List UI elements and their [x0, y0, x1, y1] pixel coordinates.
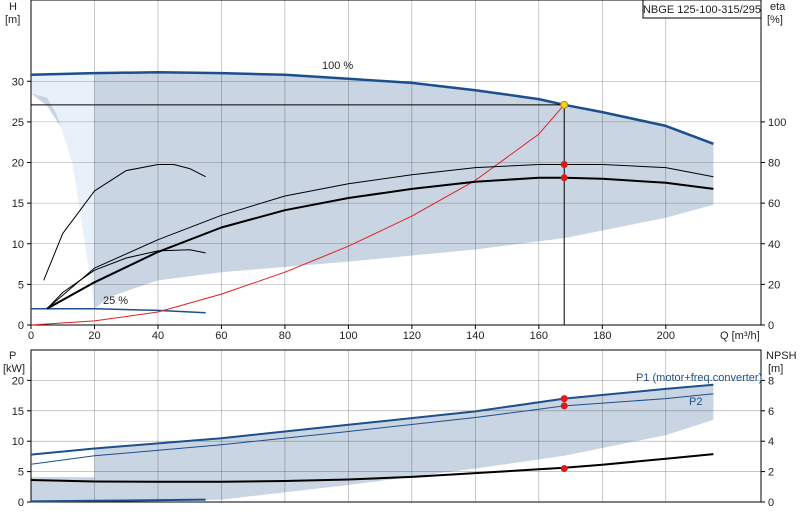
p-min-curve	[30, 498, 206, 503]
x-tick-label: 20	[88, 330, 100, 342]
eta-min-speed-curve	[43, 164, 206, 281]
x-tick-label: 160	[530, 330, 548, 342]
power-area-shape	[31, 384, 714, 502]
x-tick-label: 80	[279, 330, 291, 342]
head-min-curve	[31, 308, 206, 314]
max-speed-label: 100 %	[322, 60, 353, 72]
y-tick-label: 30	[12, 76, 24, 88]
npsh-axis-unit: [m]	[768, 363, 783, 375]
y2-tick-label: 40	[768, 239, 780, 251]
y2-tick-label: 100	[768, 117, 786, 129]
lower-plot-frame	[30, 349, 762, 503]
y-tick-label: 20	[12, 158, 24, 170]
p2-legend-label: P2	[689, 396, 702, 408]
p2-curve	[30, 393, 714, 465]
y2-tick-label: 80	[768, 158, 780, 170]
head-max-curve	[30, 71, 714, 145]
p2-marker	[560, 402, 568, 410]
y-tick-label: 10	[12, 239, 24, 251]
npsh-marker	[560, 465, 568, 473]
p1-curve	[30, 383, 714, 456]
eta-axis-unit: [%]	[767, 14, 783, 26]
y2-tick-label: 60	[768, 198, 780, 210]
y2-tick-label: 2	[768, 467, 774, 479]
y2-tick-label: 0	[768, 497, 774, 509]
x-tick-label: 0	[28, 330, 34, 342]
head-efficiency-panel: 0 5 10 15 20 25 30 0 20 40 60 80 100 0 20 40 60 80 100 120 1…	[5, 0, 786, 342]
y2-tick-label: 8	[768, 375, 774, 387]
duty-point-marker	[560, 100, 569, 109]
p1-marker	[560, 395, 568, 403]
y2-tick-label: 4	[768, 436, 774, 448]
p-axis-unit: [kW]	[3, 363, 25, 375]
y-tick-label: 15	[12, 198, 24, 210]
y2-tick-label: 20	[768, 279, 780, 291]
eta-upper-marker	[560, 161, 568, 169]
x-tick-label: 140	[466, 330, 484, 342]
area-fill-shape	[31, 72, 714, 309]
x-tick-label: 40	[152, 330, 164, 342]
system-curve-curve	[30, 104, 565, 326]
y-tick-label: 5	[18, 467, 24, 479]
y2-tick-label: 0	[768, 320, 774, 332]
x-tick-label: 60	[215, 330, 227, 342]
eta-axis-symbol: eta	[770, 1, 786, 13]
p-axis-symbol: P	[9, 350, 16, 362]
pump-model-box	[642, 0, 762, 19]
x-tick-label: 200	[657, 330, 675, 342]
h-axis-symbol: H	[9, 1, 17, 13]
y-tick-label: 20	[12, 375, 24, 387]
h-axis-unit: [m]	[5, 14, 20, 26]
x-tick-label: 120	[403, 330, 421, 342]
min-speed-label: 25 %	[103, 295, 128, 307]
y-tick-label: 15	[12, 406, 24, 418]
x-tick-label: 180	[593, 330, 611, 342]
eta-low-speed-curve	[46, 249, 206, 310]
power-npsh-panel: 0 5 10 15 20 0 2 4 6 8 P [kW] NPSH [m] P1 (motor+…	[3, 349, 797, 509]
x-tick-label: 100	[339, 330, 357, 342]
y-tick-label: 5	[18, 279, 24, 291]
q-axis-label: Q [m³/h]	[720, 330, 760, 342]
low-region-shape	[31, 73, 95, 309]
y-tick-label: 0	[18, 497, 24, 509]
y2-tick-label: 6	[768, 406, 774, 418]
npsh-curve	[30, 453, 714, 483]
npsh-axis-symbol: NPSH	[766, 350, 797, 362]
pump-model-label: NBGE 125-100-315/295	[643, 4, 761, 16]
y-tick-label: 10	[12, 436, 24, 448]
y-tick-label: 0	[18, 320, 24, 332]
y-tick-label: 25	[12, 117, 24, 129]
p1-legend-label: P1 (motor+freq.converter)	[636, 372, 762, 384]
eta-upper-curve	[46, 164, 714, 310]
eta-lower-curve	[46, 176, 714, 310]
eta-lower-marker	[560, 174, 568, 182]
